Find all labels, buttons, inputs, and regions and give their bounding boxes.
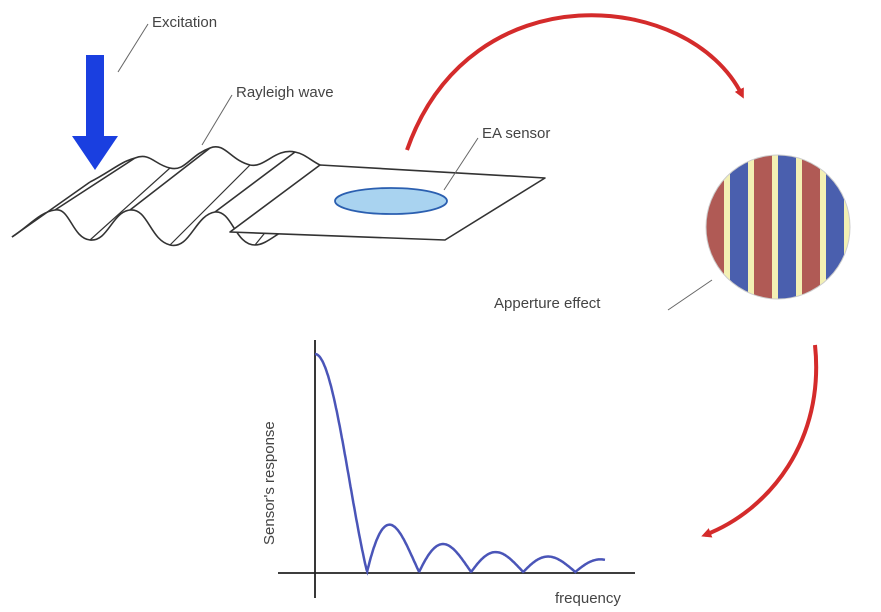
- aperture-stripe-yellow: [772, 155, 779, 299]
- response-chart: Sensor's response frequency: [261, 340, 635, 607]
- aperture-stripe-yellow: [796, 155, 803, 299]
- aperture-stripe-blue: [778, 155, 797, 299]
- excitation-arrow-shaft: [86, 55, 104, 140]
- label-rayleigh-group: Rayleigh wave: [201, 84, 334, 146]
- label-ea-sensor: EA sensor: [482, 125, 550, 142]
- wave-trough-1: [89, 167, 171, 241]
- label-excitation-group: Excitation: [117, 14, 217, 73]
- curved-arrow-icon: [701, 344, 819, 538]
- aperture-stripe-blue: [730, 155, 749, 299]
- wave-crest-3: [214, 151, 296, 213]
- wave-front-edge: [11, 209, 286, 247]
- aperture-stripe-red: [850, 150, 869, 310]
- aperture-stripe-blue: [826, 155, 845, 299]
- aperture-stripe-yellow: [724, 155, 731, 299]
- ea-sensor-leader: [443, 137, 479, 191]
- rayleigh-leader: [201, 94, 233, 146]
- excitation-arrow: [72, 55, 118, 170]
- y-axis-label: Sensor's response: [261, 421, 278, 545]
- response-curve: [314, 352, 606, 576]
- label-ea-sensor-group: EA sensor: [443, 125, 550, 191]
- wave-trough-2: [169, 164, 251, 246]
- down-arrow-icon: [72, 136, 118, 170]
- aperture-circle-outline: [705, 154, 851, 300]
- wave-crest-1: [54, 157, 136, 211]
- aperture-stripe-yellow: [820, 155, 827, 299]
- wave-crest-2: [129, 147, 211, 211]
- aperture-leader: [667, 279, 713, 311]
- ea-sensor-element: [334, 187, 448, 215]
- wave-left-edge: [11, 181, 91, 238]
- aperture-circle: [705, 150, 869, 310]
- label-aperture-effect: Apperture effect: [494, 295, 601, 312]
- x-axis-label: frequency: [555, 590, 621, 607]
- label-excitation: Excitation: [152, 14, 217, 31]
- aperture-stripe-red: [706, 155, 725, 299]
- aperture-stripe-yellow: [844, 155, 850, 299]
- label-aperture-group: Apperture effect: [494, 279, 713, 312]
- label-rayleigh-wave: Rayleigh wave: [236, 84, 334, 101]
- curved-arrow-icon: [405, 13, 744, 151]
- ea-sensor-plate: [229, 164, 546, 241]
- aperture-stripes: [706, 150, 869, 310]
- excitation-leader: [117, 23, 149, 73]
- aperture-stripe-red: [802, 155, 821, 299]
- aperture-stripe-red: [754, 155, 773, 299]
- aperture-stripe-yellow: [748, 155, 755, 299]
